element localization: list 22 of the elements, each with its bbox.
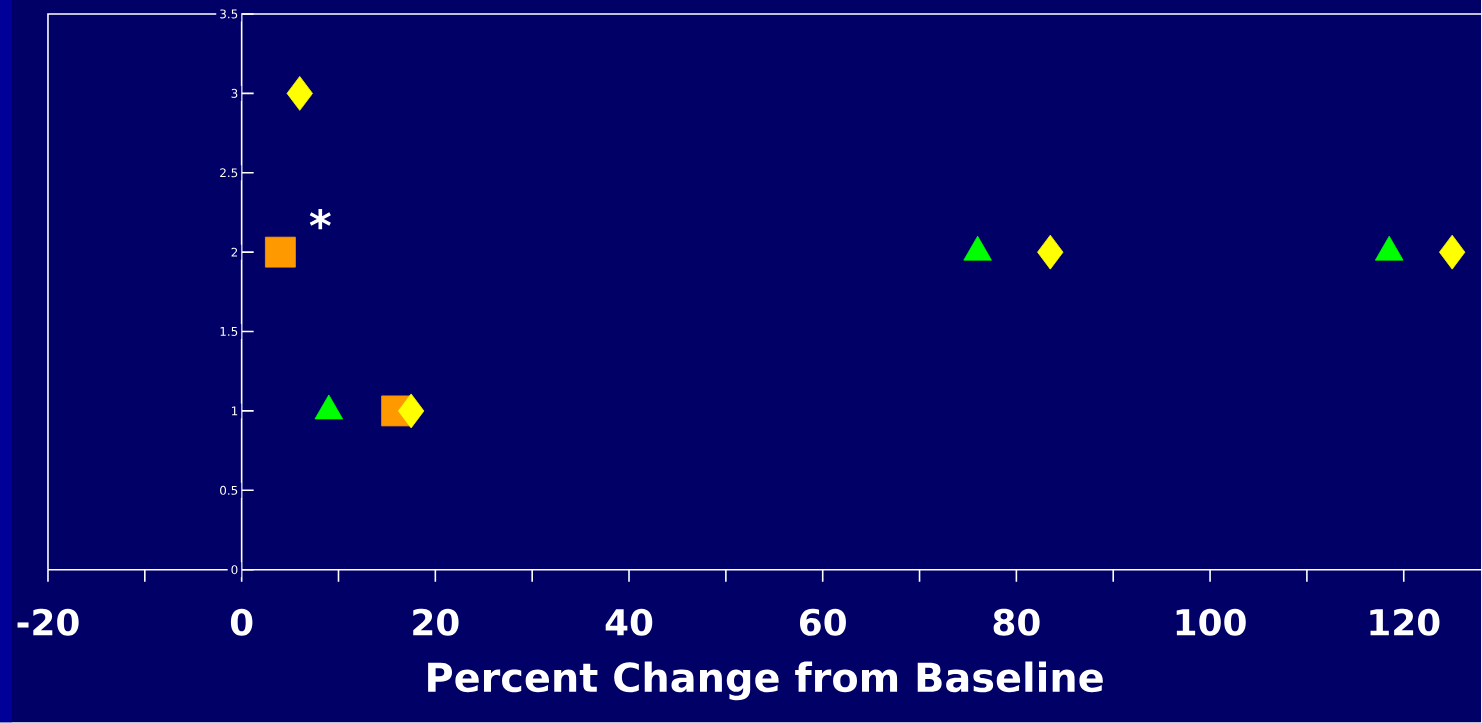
y-tick-label: 2.5 <box>220 168 238 178</box>
x-tick-label: 100 <box>1176 608 1246 636</box>
y-tick-label: 1.5 <box>220 327 238 337</box>
point <box>397 393 425 429</box>
x-tick-label: 60 <box>799 608 846 636</box>
x-tick-label: 80 <box>993 608 1040 636</box>
x-tick-label: -20 <box>17 608 79 636</box>
point <box>265 236 296 268</box>
x-tick-label: 20 <box>413 608 459 636</box>
y-tick-label: 3.5 <box>220 9 238 19</box>
point <box>286 76 313 111</box>
y-tick-label: 0.5 <box>220 485 238 495</box>
x-tick-label: 40 <box>605 608 653 636</box>
y-tick-label: 1 <box>231 406 238 416</box>
y-tick-label: 3 <box>231 89 238 99</box>
x-axis-title: Percent Change from Baseline <box>428 661 1103 701</box>
point <box>1037 234 1064 270</box>
annotation: * <box>309 209 331 230</box>
point <box>1439 234 1466 270</box>
x-tick-label: 120 <box>1370 608 1440 636</box>
y-tick-label: 2 <box>231 247 238 257</box>
y-tick-label: 0 <box>231 565 238 575</box>
